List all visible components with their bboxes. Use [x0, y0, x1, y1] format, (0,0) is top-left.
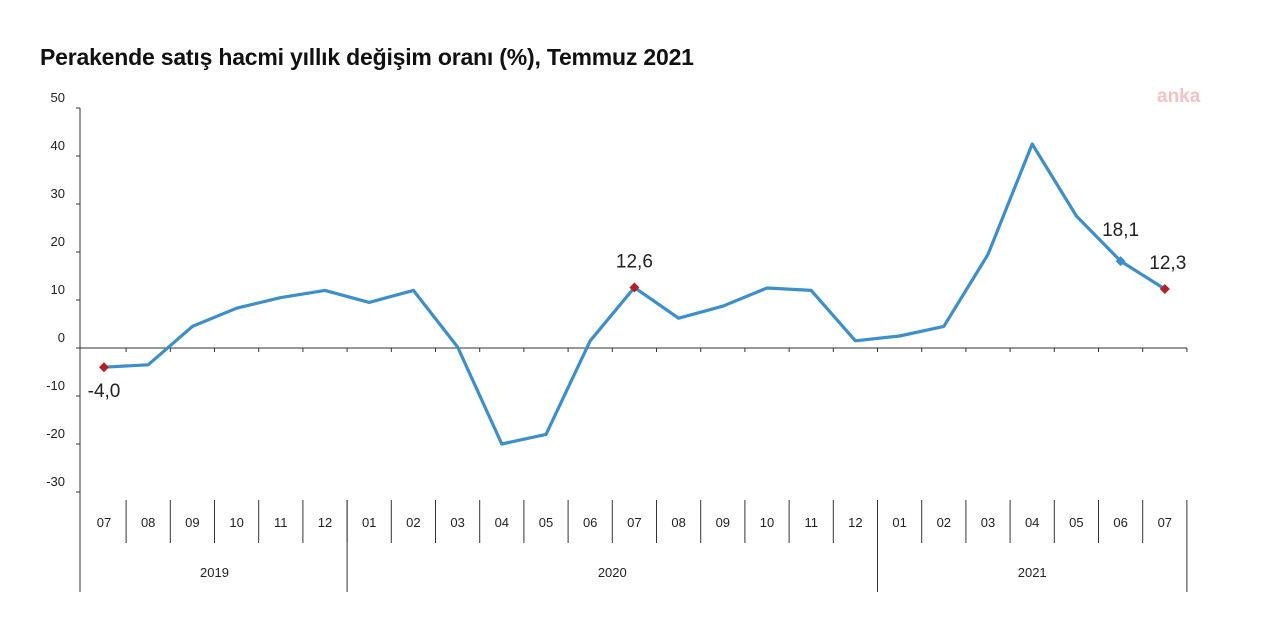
- x-tick-label: 10: [229, 515, 243, 530]
- x-tick-label: 07: [1158, 515, 1172, 530]
- plot-area: -4,0 12,6 18,1 12,3: [88, 142, 1186, 446]
- data-point-marker: [99, 362, 109, 373]
- x-tick-label: 02: [937, 515, 951, 530]
- x-tick-label: 07: [97, 515, 111, 530]
- x-tick-label: 07: [627, 515, 641, 530]
- x-tick-label: 10: [760, 515, 774, 530]
- y-tick-label: -20: [46, 426, 65, 441]
- x-tick-label: 01: [362, 515, 376, 530]
- year-label: 2020: [598, 565, 627, 580]
- x-tick-label: 05: [539, 515, 553, 530]
- y-tick-label: -30: [46, 474, 65, 489]
- data-label: 18,1: [1102, 220, 1139, 241]
- data-point-marker: [1115, 256, 1126, 267]
- x-tick-label: 04: [495, 515, 509, 530]
- year-label: 2019: [200, 565, 229, 580]
- watermark-logo: anka: [1157, 86, 1201, 107]
- x-tick-label: 09: [185, 515, 199, 530]
- x-tick-label: 11: [804, 515, 818, 530]
- x-tick-label: 04: [1025, 515, 1039, 530]
- x-tick-label: 08: [671, 515, 685, 530]
- y-tick-label: 40: [51, 138, 65, 153]
- x-tick-label: 03: [450, 515, 464, 530]
- data-point-marker: [1159, 283, 1170, 294]
- series-line: [102, 142, 1167, 446]
- x-tick-label: 08: [141, 515, 155, 530]
- data-label: -4,0: [88, 381, 121, 402]
- x-tick-label: 02: [406, 515, 420, 530]
- y-tick-label: 10: [51, 282, 65, 297]
- x-tick-label: 06: [583, 515, 597, 530]
- x-tick-label: 05: [1069, 515, 1083, 530]
- y-tick-label: 0: [58, 330, 65, 345]
- x-tick-label: 01: [892, 515, 906, 530]
- x-tick-label: 09: [716, 515, 730, 530]
- data-label: 12,6: [616, 252, 653, 273]
- y-tick-label: -10: [46, 378, 65, 393]
- y-tick-label: 30: [51, 186, 65, 201]
- x-tick-label: 12: [318, 515, 332, 530]
- chart-title: Perakende satış hacmi yıllık değişim ora…: [40, 44, 694, 70]
- data-point-marker: [629, 282, 640, 293]
- data-label: 12,3: [1149, 253, 1186, 274]
- x-tick-label: 03: [981, 515, 995, 530]
- y-tick-label: 50: [51, 90, 65, 105]
- chart-axes: 50 40 30 20 10 0 -10 -20 -30 07 08 09 10 11 12 01 02 03 04…: [46, 90, 1188, 592]
- x-tick-label: 11: [274, 515, 288, 530]
- year-label: 2021: [1018, 565, 1047, 580]
- x-tick-label: 12: [848, 515, 862, 530]
- x-tick-label: 06: [1113, 515, 1127, 530]
- y-tick-label: 20: [51, 234, 65, 249]
